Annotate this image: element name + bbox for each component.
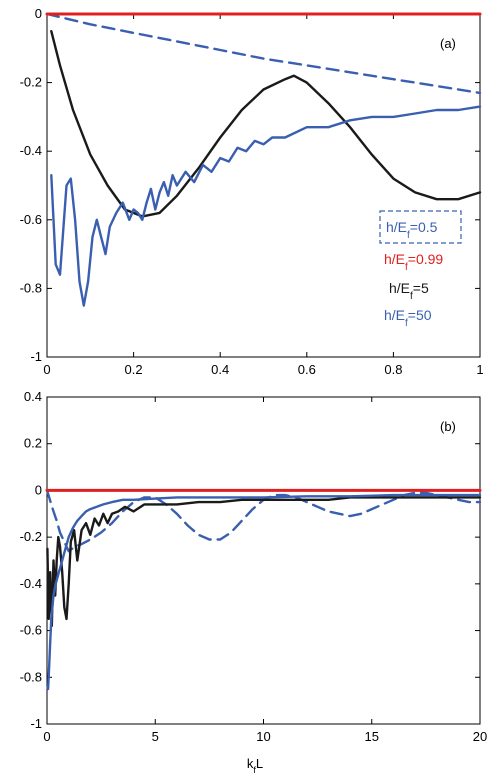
panel-b-label: (b) [440, 419, 456, 434]
x-tick-label-b-4: 20 [473, 729, 487, 744]
panel-a-frame [46, 13, 481, 358]
legend-entry-2-sub: f [410, 291, 413, 302]
y-tick-label-b-6: -0.8 [20, 669, 42, 684]
x-tick-label-a-4: 0.8 [384, 362, 402, 377]
y-tick-label-b-3: -0.2 [20, 529, 42, 544]
x-axis-label-b-sub: f [253, 765, 256, 773]
legend-entry-3-tail: =50 [408, 307, 432, 323]
x-tick-label-b-0: 0 [43, 729, 50, 744]
panel-b-frame [46, 396, 481, 725]
legend-entry-2-main: h/E [389, 280, 410, 296]
y-tick-label-b-4: -0.4 [20, 576, 42, 591]
y-tick-label-a-3: -0.6 [20, 212, 42, 227]
legend-dashed-box [379, 210, 462, 244]
y-tick-label-b-0: 0.4 [24, 389, 42, 404]
legend-entry-2-tail: =5 [413, 280, 429, 296]
x-tick-label-b-2: 10 [256, 729, 270, 744]
panel-a: 0 0.2 0.4 0.6 0.8 1 0 -0.2 -0.4 -0.6 -0.8 -1 (a) h/… [20, 6, 484, 377]
series-line-a-2 [50, 30, 482, 218]
legend-entry-3-sub: f [405, 318, 408, 329]
legend-entry-2: h/Ef=5 [389, 280, 429, 302]
y-tick-label-a-4: -0.8 [20, 280, 42, 295]
y-tick-label-a-1: -0.2 [20, 75, 42, 90]
x-axis-label-b-main: k [247, 756, 254, 771]
y-tick-label-a-5: -1 [30, 349, 42, 364]
x-tick-label-a-1: 0.2 [125, 362, 143, 377]
legend-entry-0: h/Ef=0.5 [386, 219, 438, 241]
series-line-a-3 [50, 105, 482, 307]
legend: h/Ef=0.5 h/Ef=0.99 h/Ef=5 h/Ef=50 [379, 210, 462, 329]
legend-entry-1-tail: =0.99 [408, 251, 444, 267]
y-tick-label-b-2: 0 [35, 482, 42, 497]
legend-entry-0-main: h/E [386, 219, 407, 235]
x-axis-label-b: kfL [247, 756, 263, 773]
panel-b: 0 5 10 15 20 0.4 0.2 0 -0.2 -0.4 -0.6 -0.8 -1 (b) kf… [20, 389, 488, 773]
y-tick-label-a-2: -0.4 [20, 143, 42, 158]
x-tick-label-b-1: 5 [152, 729, 159, 744]
panel-a-label: (a) [440, 36, 456, 51]
legend-entry-1: h/Ef=0.99 [384, 251, 443, 273]
series-line-b-3 [46, 493, 482, 691]
legend-entry-0-sub: f [407, 230, 410, 241]
legend-entry-3-main: h/E [384, 307, 405, 323]
x-tick-label-a-0: 0 [43, 362, 50, 377]
y-tick-label-b-5: -0.6 [20, 623, 42, 638]
legend-entry-1-sub: f [405, 262, 408, 273]
series-line-b-2 [46, 496, 482, 628]
y-tick-label-a-0: 0 [35, 6, 42, 21]
legend-entry-0-tail: =0.5 [410, 219, 438, 235]
x-axis-label-b-tail: L [256, 756, 263, 771]
x-tick-label-a-5: 1 [476, 362, 483, 377]
y-tick-label-b-7: -1 [30, 716, 42, 731]
x-tick-label-a-3: 0.6 [298, 362, 316, 377]
legend-entry-3: h/Ef=50 [384, 307, 432, 329]
series-line-a-0 [45, 12, 482, 95]
legend-entry-1-main: h/E [384, 251, 405, 267]
y-tick-label-b-1: 0.2 [24, 436, 42, 451]
x-tick-label-a-2: 0.4 [211, 362, 229, 377]
x-tick-label-b-3: 15 [365, 729, 379, 744]
